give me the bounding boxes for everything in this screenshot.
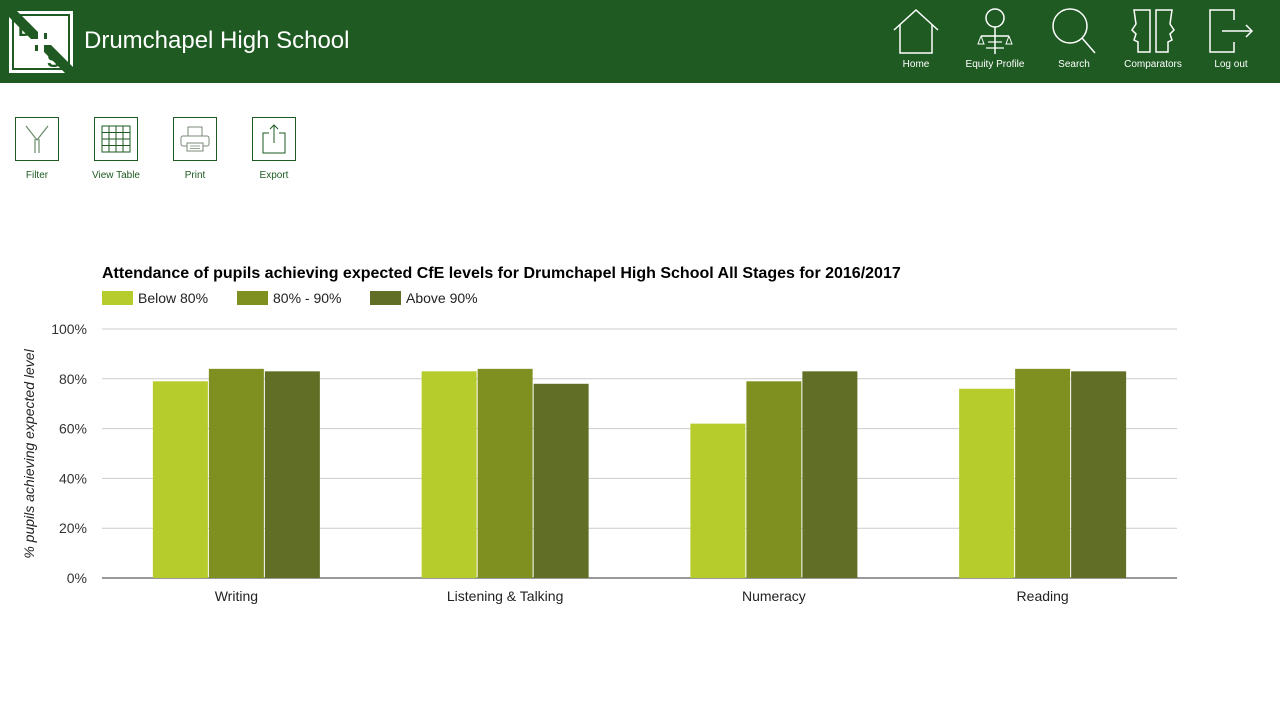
school-name: Drumchapel High School — [84, 27, 350, 54]
svg-text:D: D — [18, 19, 32, 41]
app-header: D S Drumchapel High School Home Equity P… — [0, 0, 1280, 83]
nav-equity-profile[interactable]: Equity Profile — [955, 6, 1035, 76]
bar[interactable] — [1071, 371, 1127, 578]
view-table-button-box[interactable] — [94, 117, 138, 161]
attendance-bar-chart: Attendance of pupils achieving expected … — [21, 265, 1177, 604]
y-tick-label: 60% — [59, 421, 87, 437]
x-tick-label: Reading — [1017, 588, 1069, 604]
export-button[interactable]: Export — [244, 117, 304, 181]
comparators-icon — [1131, 9, 1175, 53]
legend-label[interactable]: Below 80% — [138, 290, 208, 306]
nav-logout-label: Log out — [1214, 59, 1248, 70]
legend-label[interactable]: 80% - 90% — [273, 290, 341, 306]
bar[interactable] — [152, 381, 208, 578]
bar[interactable] — [746, 381, 802, 578]
nav-logout[interactable]: Log out — [1191, 6, 1271, 76]
filter-label: Filter — [25, 170, 49, 181]
y-tick-label: 40% — [59, 470, 87, 486]
nav-comparators[interactable]: Comparators — [1113, 6, 1193, 76]
school-logo[interactable]: D S — [9, 11, 73, 73]
bar[interactable] — [1015, 368, 1071, 578]
bar[interactable] — [264, 371, 320, 578]
home-icon — [893, 8, 939, 54]
nav-home[interactable]: Home — [876, 6, 956, 76]
nav-equity-profile-label: Equity Profile — [965, 59, 1025, 70]
filter-icon — [25, 125, 49, 153]
filter-button[interactable]: Filter — [7, 117, 67, 181]
chart-bars — [152, 368, 1127, 578]
legend-swatch[interactable] — [237, 291, 268, 305]
x-tick-label: Writing — [215, 588, 258, 604]
bar[interactable] — [421, 371, 477, 578]
y-tick-label: 20% — [59, 520, 87, 536]
legend-label[interactable]: Above 90% — [406, 290, 478, 306]
bar[interactable] — [959, 388, 1015, 578]
bar[interactable] — [802, 371, 858, 578]
y-tick-label: 80% — [59, 371, 87, 387]
print-button-box[interactable] — [173, 117, 217, 161]
bar[interactable] — [690, 423, 746, 578]
logout-icon — [1209, 9, 1254, 53]
chart-x-labels: Writing Listening & Talking Numeracy Readin… — [215, 588, 1069, 604]
x-tick-label: Listening & Talking — [447, 588, 563, 604]
svg-text:S: S — [47, 50, 60, 72]
bar[interactable] — [208, 368, 264, 578]
legend-swatch[interactable] — [370, 291, 401, 305]
nav-search[interactable]: Search — [1034, 6, 1114, 76]
printer-icon — [180, 126, 210, 152]
bar[interactable] — [533, 383, 589, 578]
export-button-box[interactable] — [252, 117, 296, 161]
table-icon — [101, 125, 131, 153]
export-label: Export — [259, 170, 289, 181]
search-icon — [1052, 8, 1096, 54]
chart-title: Attendance of pupils achieving expected … — [102, 265, 901, 282]
nav-comparators-label: Comparators — [1124, 59, 1182, 70]
print-button[interactable]: Print — [165, 117, 225, 181]
chart-legend: Below 80% 80% - 90% Above 90% — [102, 290, 478, 306]
y-tick-label: 100% — [51, 321, 87, 337]
export-icon — [262, 124, 286, 154]
x-tick-label: Numeracy — [742, 588, 806, 604]
equity-profile-icon — [977, 8, 1013, 54]
view-table-label: View Table — [92, 170, 140, 181]
bar[interactable] — [477, 368, 533, 578]
y-tick-label: 0% — [67, 570, 87, 586]
nav-home-label: Home — [902, 59, 930, 70]
legend-swatch[interactable] — [102, 291, 133, 305]
y-axis-title: % pupils achieving expected level — [21, 348, 37, 558]
view-table-button[interactable]: View Table — [86, 117, 146, 181]
print-label: Print — [184, 170, 206, 181]
nav-search-label: Search — [1058, 59, 1090, 70]
filter-button-box[interactable] — [15, 117, 59, 161]
